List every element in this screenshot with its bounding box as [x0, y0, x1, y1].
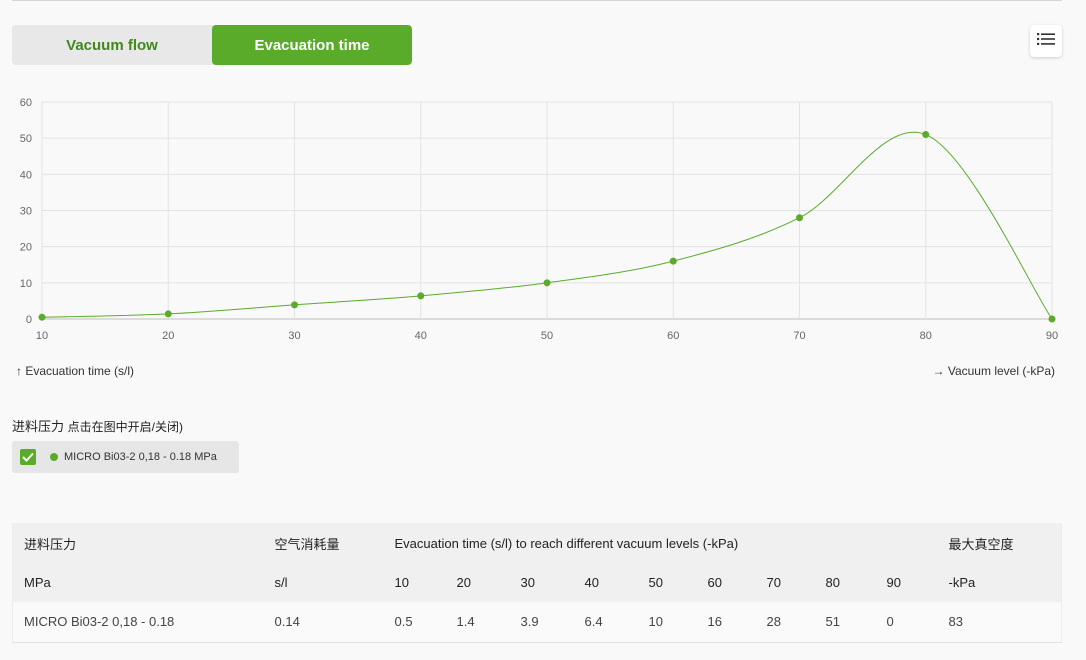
row-value: 51 [814, 602, 876, 643]
legend-title-label: 进料压力 [12, 419, 65, 434]
row-value: 0 [875, 602, 938, 643]
y-tick-label: 60 [20, 97, 32, 109]
row-value: 1.4 [445, 602, 510, 643]
level-header: 50 [648, 575, 663, 590]
legend-item-micro-bi03[interactable]: MICRO Bi03-2 0,18 - 0.18 MPa [12, 441, 239, 473]
y-axis-label: ↑ Evacuation time (s/l) [16, 364, 135, 378]
tab-vacuum-flow[interactable]: Vacuum flow [12, 25, 212, 65]
y-tick-label: 40 [20, 169, 32, 181]
row-value: 16 [696, 602, 756, 643]
table-header-row: 进料压力 空气消耗量 Evacuation time (s/l) to reac… [12, 523, 1062, 563]
level-header: 90 [886, 575, 901, 590]
x-tick-label: 30 [288, 330, 300, 340]
level-header: 20 [456, 575, 471, 590]
data-point [796, 214, 803, 222]
unit-max: -kPa [948, 575, 976, 590]
level-header: 70 [766, 575, 781, 590]
header-evacuation-time: Evacuation time (s/l) to reach different… [394, 535, 739, 551]
unit-pressure: MPa [24, 575, 51, 590]
evacuation-time-table: 进料压力 空气消耗量 Evacuation time (s/l) to reac… [12, 523, 1062, 643]
list-icon [1037, 32, 1055, 51]
level-header: 10 [394, 575, 409, 590]
y-tick-label: 10 [20, 278, 32, 290]
y-tick-label: 20 [20, 242, 32, 254]
data-point [38, 313, 46, 321]
header-pressure: 进料压力 [24, 536, 77, 552]
top-divider [12, 0, 1062, 1]
x-tick-label: 60 [667, 330, 679, 340]
x-tick-label: 40 [415, 330, 427, 340]
y-tick-label: 50 [20, 133, 32, 145]
header-max-vacuum: 最大真空度 [948, 536, 1014, 552]
legend-hint: 点击在图中开启/关闭) [67, 420, 183, 434]
row-value: 0.5 [383, 602, 446, 643]
y-tick-label: 0 [26, 314, 32, 326]
x-tick-label: 20 [162, 330, 174, 340]
data-point [417, 292, 425, 300]
table-units-row: MPa s/l 10 20 30 40 50 60 70 80 90 -kPa [12, 563, 1062, 602]
row-value: 3.9 [509, 602, 574, 643]
unit-air: s/l [274, 575, 288, 590]
data-point [164, 310, 172, 318]
x-tick-label: 10 [36, 330, 48, 340]
x-tick-label: 90 [1046, 330, 1058, 340]
row-value: 6.4 [573, 602, 638, 643]
row-value: 10 [637, 602, 697, 643]
series-line [41, 131, 1053, 320]
series-dot-icon [50, 453, 58, 461]
tab-evacuation-time[interactable]: Evacuation time [212, 25, 412, 65]
row-value: 28 [755, 602, 815, 643]
level-header: 80 [825, 575, 840, 590]
checkbox-checked-icon[interactable] [20, 449, 36, 465]
x-tick-label: 80 [920, 330, 932, 340]
y-tick-label: 30 [20, 206, 32, 218]
row-name: MICRO Bi03-2 0,18 - 0.18 [12, 602, 264, 643]
chart-mode-tabs: Vacuum flow Evacuation time [12, 25, 412, 65]
legend-title: 进料压力 点击在图中开启/关闭) [12, 416, 183, 435]
legend-item-label: MICRO Bi03-2 0,18 - 0.18 MPa [64, 451, 217, 463]
chart-menu-button[interactable] [1030, 25, 1062, 57]
row-air: 0.14 [263, 602, 384, 643]
table-row: MICRO Bi03-2 0,18 - 0.18 0.14 0.5 1.4 3.… [12, 602, 1062, 643]
x-tick-label: 70 [793, 330, 805, 340]
data-point [543, 279, 551, 287]
row-max: 83 [937, 602, 1062, 643]
level-header: 40 [584, 575, 599, 590]
header-air-consumption: 空气消耗量 [274, 536, 340, 552]
level-header: 30 [520, 575, 535, 590]
level-header: 60 [707, 575, 722, 590]
evacuation-time-chart: 0 10 20 30 40 50 60 10 20 30 40 50 60 70 80 90 [20, 97, 1058, 340]
x-axis-label: → Vacuum level (-kPa) [932, 364, 1055, 378]
data-point [669, 257, 677, 265]
data-point [291, 301, 298, 309]
data-point [1048, 315, 1056, 323]
data-point [922, 131, 930, 139]
x-tick-label: 50 [541, 330, 553, 340]
